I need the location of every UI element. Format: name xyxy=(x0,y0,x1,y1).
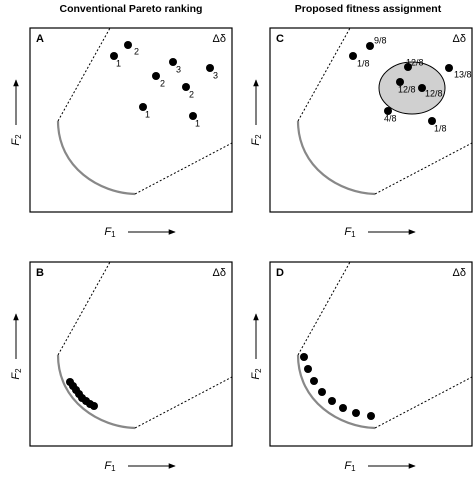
solution-point xyxy=(366,42,374,50)
x-axis-label: F1 xyxy=(344,226,356,239)
solution-point xyxy=(418,84,426,92)
solution-point xyxy=(349,52,357,60)
x-axis-symbol: F xyxy=(104,460,112,472)
point-label: 3 xyxy=(176,64,181,74)
solution-point xyxy=(304,365,312,373)
niche-region xyxy=(378,61,446,115)
point-label: 12/8 xyxy=(425,88,443,98)
corner-label: Δδ xyxy=(453,267,466,279)
solution-point xyxy=(339,404,347,412)
solution-point xyxy=(396,78,404,86)
x-axis-index: 1 xyxy=(351,230,356,239)
point-label: 3 xyxy=(213,70,218,80)
solution-point xyxy=(310,377,318,385)
point-label: 12/8 xyxy=(406,57,424,67)
point-label: 13/8 xyxy=(454,69,472,79)
point-label: 2 xyxy=(160,78,165,88)
panel-frame xyxy=(29,261,233,447)
corner-label: Δδ xyxy=(453,33,466,45)
y-axis-symbol: F xyxy=(250,138,262,146)
x-axis-index: 1 xyxy=(351,464,356,473)
corner-label: Δδ xyxy=(213,33,226,45)
y-axis-index: 2 xyxy=(14,134,23,139)
bound-line xyxy=(57,261,111,356)
bound-line xyxy=(297,27,351,122)
pareto-front xyxy=(56,120,136,196)
solution-point xyxy=(367,412,375,420)
pareto-front xyxy=(56,354,136,430)
x-axis-symbol: F xyxy=(344,226,352,238)
panel-frame xyxy=(269,27,473,213)
solution-point xyxy=(352,409,360,417)
point-label: 1 xyxy=(145,109,150,119)
point-label: 1/8 xyxy=(357,58,370,68)
solution-point xyxy=(428,117,436,125)
x-axis-label: F1 xyxy=(104,460,116,473)
bound-line xyxy=(57,27,111,122)
pareto-front xyxy=(296,120,376,196)
x-axis-symbol: F xyxy=(344,460,352,472)
y-axis-label: F2 xyxy=(250,368,263,380)
corner-label: Δδ xyxy=(213,267,226,279)
point-label: 1 xyxy=(116,58,121,68)
y-axis-symbol: F xyxy=(10,138,22,146)
solution-point xyxy=(110,52,118,60)
solution-point xyxy=(328,397,336,405)
y-axis-label: F2 xyxy=(10,368,23,380)
x-axis-symbol: F xyxy=(104,226,112,238)
panel-letter: D xyxy=(276,267,284,279)
y-axis-index: 2 xyxy=(14,368,23,373)
point-label: 1/8 xyxy=(434,123,447,133)
x-axis-label: F1 xyxy=(104,226,116,239)
y-axis-index: 2 xyxy=(254,368,263,373)
solution-point xyxy=(139,103,147,111)
solution-point xyxy=(384,107,392,115)
column-title: Conventional Pareto ranking xyxy=(60,3,203,15)
column-title: Proposed fitness assignment xyxy=(295,3,442,15)
solution-point xyxy=(189,112,197,120)
pareto-front xyxy=(296,354,376,430)
y-axis-symbol: F xyxy=(10,372,22,380)
bound-line xyxy=(374,376,473,429)
y-axis-label: F2 xyxy=(250,134,263,146)
point-label: 12/8 xyxy=(398,84,416,94)
x-axis-label: F1 xyxy=(344,460,356,473)
panel-frame xyxy=(29,27,233,213)
solution-point xyxy=(404,63,412,71)
point-label: 9/8 xyxy=(374,35,387,45)
solution-point xyxy=(318,388,326,396)
panel-letter: B xyxy=(36,267,44,279)
x-axis-index: 1 xyxy=(111,230,116,239)
solution-point xyxy=(445,64,453,72)
point-label: 1 xyxy=(195,118,200,128)
bound-line xyxy=(134,142,233,195)
point-label: 2 xyxy=(189,89,194,99)
point-label: 4/8 xyxy=(384,113,397,123)
panel-frame xyxy=(269,261,473,447)
y-axis-symbol: F xyxy=(250,372,262,380)
bound-line xyxy=(134,376,233,429)
panel-letter: A xyxy=(36,33,44,45)
panel-letter: C xyxy=(276,33,284,45)
solution-point xyxy=(300,353,308,361)
point-label: 2 xyxy=(134,46,139,56)
solution-point xyxy=(206,64,214,72)
x-axis-index: 1 xyxy=(111,464,116,473)
solution-point xyxy=(169,58,177,66)
bound-line xyxy=(297,261,351,356)
solution-point xyxy=(182,83,190,91)
bound-line xyxy=(374,142,473,195)
solution-point xyxy=(124,41,132,49)
y-axis-index: 2 xyxy=(254,134,263,139)
solution-point xyxy=(152,72,160,80)
solution-point xyxy=(90,402,98,410)
y-axis-label: F2 xyxy=(10,134,23,146)
